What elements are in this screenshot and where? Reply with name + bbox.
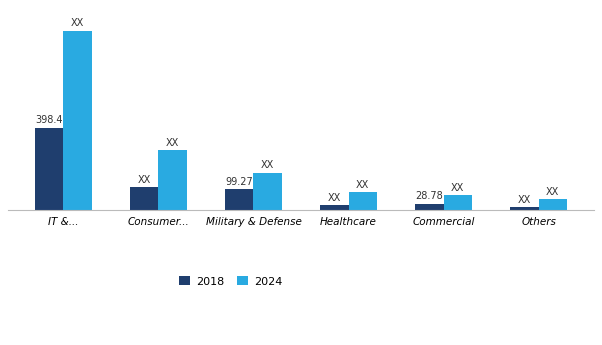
Bar (130, 187, 158, 210)
Bar (444, 195, 472, 210)
Legend: 2018, 2024: 2018, 2024 (175, 272, 287, 291)
Text: 28.78: 28.78 (415, 191, 443, 201)
Text: 99.27: 99.27 (225, 177, 253, 187)
Text: 398.4: 398.4 (36, 116, 63, 126)
Bar (320, 205, 349, 210)
Text: XX: XX (356, 180, 370, 190)
Text: XX: XX (138, 175, 151, 185)
Bar (253, 173, 282, 210)
Bar (63, 31, 92, 210)
Bar (225, 189, 253, 210)
Text: XX: XX (327, 193, 341, 203)
Bar (35, 128, 63, 210)
Bar (415, 204, 444, 210)
Bar (349, 192, 377, 210)
Bar (510, 207, 539, 210)
Text: XX: XX (166, 138, 179, 148)
Bar (158, 150, 187, 210)
Text: XX: XX (518, 195, 531, 205)
Text: XX: XX (451, 183, 464, 193)
Text: XX: XX (261, 160, 275, 170)
Bar (539, 199, 567, 210)
Text: XX: XX (546, 187, 559, 197)
Text: XX: XX (71, 19, 84, 29)
